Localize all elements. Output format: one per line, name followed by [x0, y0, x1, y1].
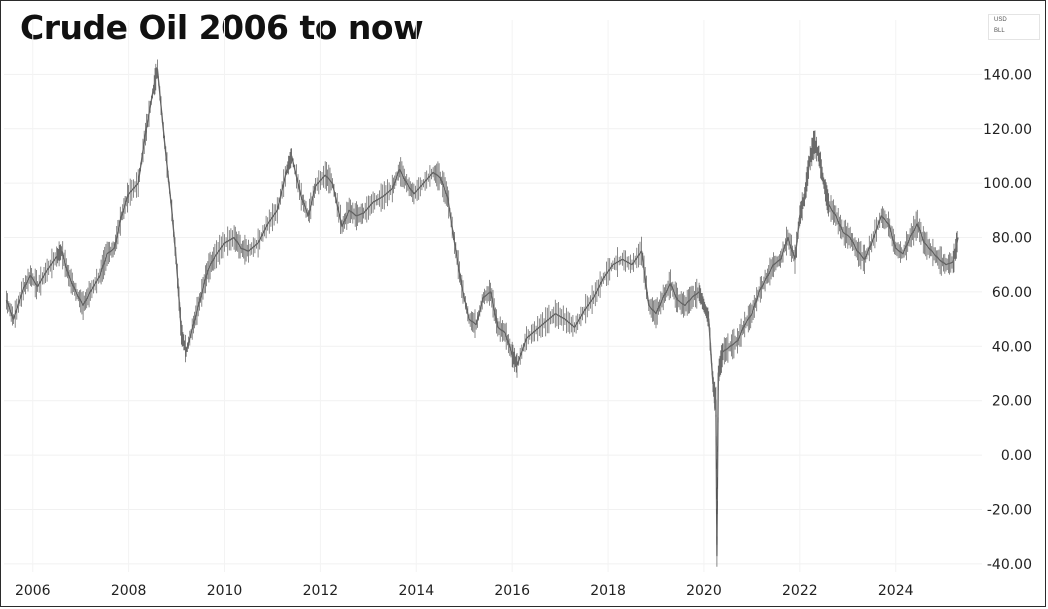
x-tick-label: 2008: [111, 583, 147, 599]
x-tick-label: 2018: [590, 583, 626, 599]
x-tick-label: 2006: [15, 583, 51, 599]
x-tick-label: 2020: [686, 583, 722, 599]
y-axis-ticks: 140.00 120.00 100.00 80.00 60.00 40.00 20.00 0.…: [983, 67, 1032, 572]
y-tick-label: 40.00: [992, 339, 1032, 355]
y-tick-label: 120.00: [983, 122, 1032, 138]
y-tick-label: 60.00: [992, 285, 1032, 301]
x-tick-label: 2024: [878, 583, 914, 599]
y-tick-label: 0.00: [1001, 448, 1032, 464]
x-tick-label: 2010: [207, 583, 243, 599]
x-tick-label: 2016: [494, 583, 530, 599]
x-tick-label: 2014: [398, 583, 434, 599]
y-tick-label: -40.00: [987, 557, 1032, 573]
y-tick-label: 140.00: [983, 67, 1032, 83]
y-tick-label: 100.00: [983, 176, 1032, 192]
y-tick-label: 80.00: [992, 231, 1032, 247]
currency-unit-legend: USD BLL: [988, 14, 1040, 40]
y-tick-label: 20.00: [992, 394, 1032, 410]
x-tick-label: 2022: [782, 583, 818, 599]
y-tick-label: -20.00: [987, 502, 1032, 518]
y-gridlines: [4, 73, 982, 565]
chart-title: Crude Oil 2006 to now: [20, 8, 424, 47]
x-tick-label: 2012: [303, 583, 339, 599]
price-range-bars: [6, 59, 958, 567]
unit-label: BLL: [994, 28, 1005, 34]
currency-label: USD: [994, 17, 1007, 23]
x-gridlines: [32, 20, 897, 572]
price-series: [5, 59, 959, 567]
x-axis-ticks: 2006 2008 2010 2012 2014 2016 2018 2020 2022 2024: [15, 583, 914, 599]
